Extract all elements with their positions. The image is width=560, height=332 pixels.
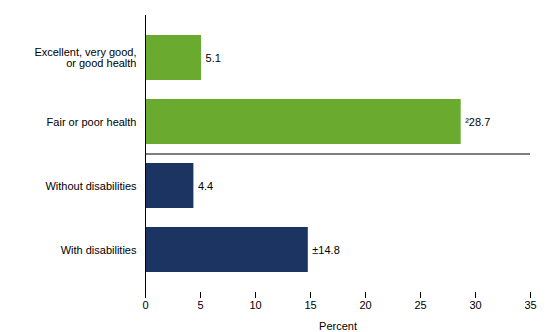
svg-text:Fair or poor health: Fair or poor health [47, 116, 137, 128]
svg-text:25: 25 [414, 299, 426, 311]
svg-text:Excellent, very good,or good h: Excellent, very good,or good health [34, 46, 136, 69]
svg-text:10: 10 [249, 299, 261, 311]
svg-text:35: 35 [524, 299, 536, 311]
svg-text:4.4: 4.4 [198, 180, 213, 192]
svg-text:Percent: Percent [319, 320, 357, 332]
svg-text:15: 15 [304, 299, 316, 311]
svg-text:5: 5 [197, 299, 203, 311]
svg-text:5.1: 5.1 [206, 52, 221, 64]
svg-text:0: 0 [142, 299, 148, 311]
svg-text:30: 30 [469, 299, 481, 311]
svg-text:Without disabilities: Without disabilities [45, 180, 137, 192]
svg-text:±14.8: ±14.8 [312, 244, 339, 256]
svg-text:With disabilities: With disabilities [61, 244, 137, 256]
svg-text:²28.7: ²28.7 [465, 116, 490, 128]
svg-text:20: 20 [359, 299, 371, 311]
